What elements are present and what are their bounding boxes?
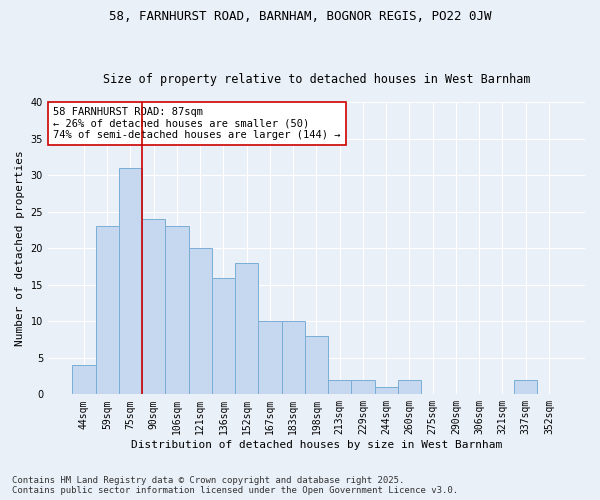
Bar [212,278,235,394]
Y-axis label: Number of detached properties: Number of detached properties [15,150,25,346]
Bar [188,248,212,394]
Bar [119,168,142,394]
Bar [514,380,538,394]
Bar [374,387,398,394]
Bar [142,219,166,394]
Bar [95,226,119,394]
Text: Contains HM Land Registry data © Crown copyright and database right 2025.
Contai: Contains HM Land Registry data © Crown c… [12,476,458,495]
Bar [398,380,421,394]
Bar [235,263,259,394]
Text: 58 FARNHURST ROAD: 87sqm
← 26% of detached houses are smaller (50)
74% of semi-d: 58 FARNHURST ROAD: 87sqm ← 26% of detach… [53,107,341,140]
Bar [328,380,352,394]
Bar [166,226,188,394]
Bar [305,336,328,394]
Bar [73,365,95,394]
Bar [281,322,305,394]
Text: 58, FARNHURST ROAD, BARNHAM, BOGNOR REGIS, PO22 0JW: 58, FARNHURST ROAD, BARNHAM, BOGNOR REGI… [109,10,491,23]
Title: Size of property relative to detached houses in West Barnham: Size of property relative to detached ho… [103,73,530,86]
Bar [352,380,374,394]
Bar [259,322,281,394]
X-axis label: Distribution of detached houses by size in West Barnham: Distribution of detached houses by size … [131,440,502,450]
